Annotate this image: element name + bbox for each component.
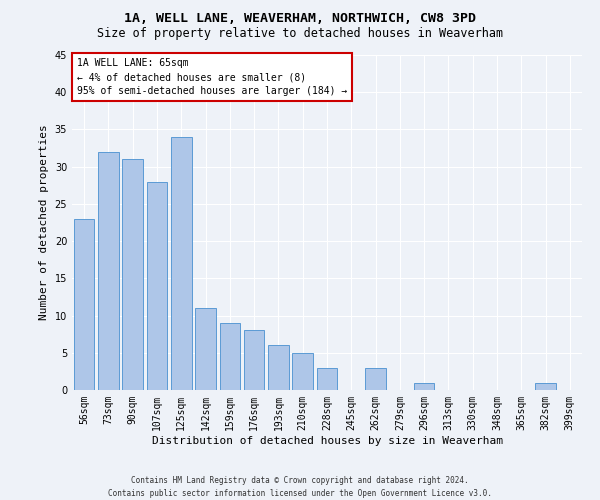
- Text: 1A, WELL LANE, WEAVERHAM, NORTHWICH, CW8 3PD: 1A, WELL LANE, WEAVERHAM, NORTHWICH, CW8…: [124, 12, 476, 26]
- Bar: [244, 330, 265, 390]
- Bar: [365, 368, 386, 390]
- Bar: [195, 308, 216, 390]
- Bar: [220, 323, 240, 390]
- Text: Size of property relative to detached houses in Weaverham: Size of property relative to detached ho…: [97, 28, 503, 40]
- Text: Contains HM Land Registry data © Crown copyright and database right 2024.
Contai: Contains HM Land Registry data © Crown c…: [108, 476, 492, 498]
- Y-axis label: Number of detached properties: Number of detached properties: [39, 124, 49, 320]
- Bar: [317, 368, 337, 390]
- Bar: [414, 382, 434, 390]
- Bar: [122, 159, 143, 390]
- X-axis label: Distribution of detached houses by size in Weaverham: Distribution of detached houses by size …: [151, 436, 503, 446]
- Bar: [535, 382, 556, 390]
- Text: 1A WELL LANE: 65sqm
← 4% of detached houses are smaller (8)
95% of semi-detached: 1A WELL LANE: 65sqm ← 4% of detached hou…: [77, 58, 347, 96]
- Bar: [171, 137, 191, 390]
- Bar: [268, 346, 289, 390]
- Bar: [98, 152, 119, 390]
- Bar: [146, 182, 167, 390]
- Bar: [74, 219, 94, 390]
- Bar: [292, 353, 313, 390]
